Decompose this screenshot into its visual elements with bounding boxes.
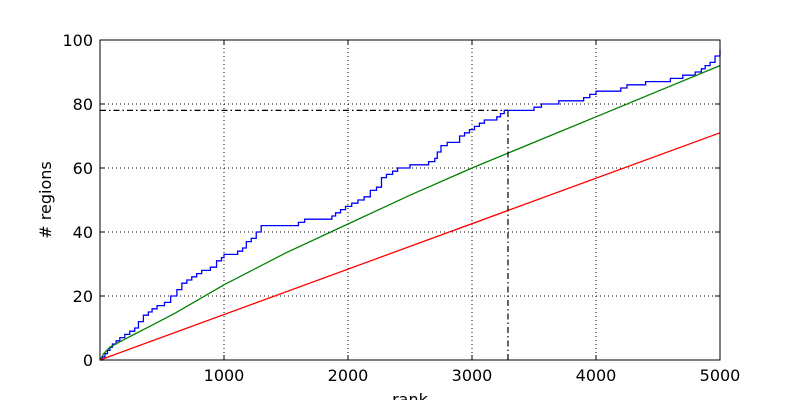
x-tick-label: 4000: [576, 366, 617, 385]
y-tick-label: 20: [73, 287, 93, 306]
x-tick-label: 2000: [328, 366, 369, 385]
x-tick-label: 1000: [204, 366, 245, 385]
series-line-0: [100, 49, 721, 361]
y-tick-label: 40: [73, 223, 93, 242]
x-tick-label: 3000: [452, 366, 493, 385]
y-axis-label: # regions: [36, 161, 55, 238]
tick-labels: 1000 2000 3000 4000 5000 0 20 40 60 80 100: [62, 31, 740, 385]
plot-background: [100, 40, 720, 360]
series-line-1: [99, 64, 721, 361]
x-tick-label: 5000: [700, 366, 741, 385]
ticks: [100, 39, 721, 361]
y-tick-label: 60: [73, 159, 93, 178]
y-tick-label: 80: [73, 95, 93, 114]
series-line-2: [99, 132, 721, 361]
x-axis-label: rank: [392, 390, 429, 400]
y-tick-label: 100: [62, 31, 93, 50]
reference-lines: [100, 109, 509, 360]
y-tick-label: 0: [83, 351, 93, 370]
plot-frame: [99, 39, 721, 361]
series-group: [99, 49, 721, 361]
